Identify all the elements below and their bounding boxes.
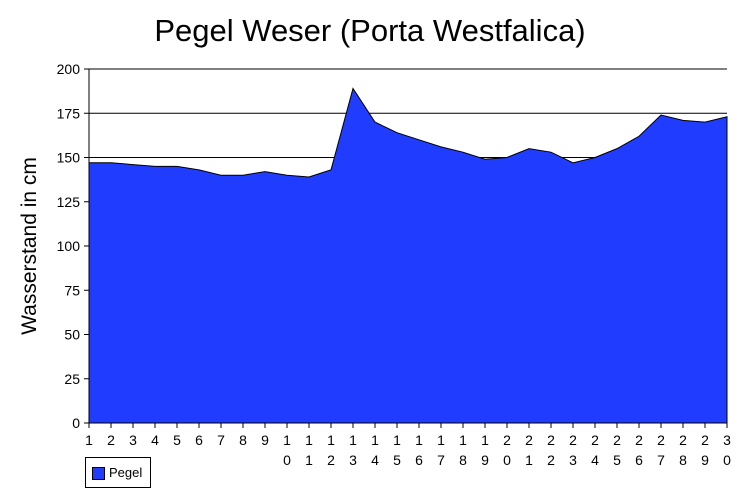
x-tick-label-3: 3 xyxy=(129,432,137,448)
y-tick-label-50: 50 xyxy=(64,327,80,343)
area-series-pegel xyxy=(88,87,728,424)
x-tick-label-7: 7 xyxy=(217,432,225,448)
x-tick-label-8: 8 xyxy=(239,432,247,448)
x-tick-label-5: 5 xyxy=(173,432,181,448)
y-tick-label-200: 200 xyxy=(57,61,81,77)
y-tick-label-75: 75 xyxy=(64,282,80,298)
legend: Pegel xyxy=(85,457,151,488)
y-tick-label-175: 175 xyxy=(57,105,81,121)
x-tick-label-1: 1 xyxy=(85,432,93,448)
x-tick-label-4: 4 xyxy=(151,432,159,448)
x-tick-label-6: 6 xyxy=(195,432,203,448)
legend-label-pegel: Pegel xyxy=(109,465,143,480)
y-tick-label-150: 150 xyxy=(57,150,81,166)
y-tick-label-0: 0 xyxy=(72,415,80,431)
y-axis-label: Wasserstand in cm xyxy=(18,157,41,335)
chart-title: Pegel Weser (Porta Westfalica) xyxy=(154,13,585,48)
legend-swatch-pegel xyxy=(92,467,105,480)
x-tick-label-2: 2 xyxy=(107,432,115,448)
y-tick-label-100: 100 xyxy=(57,238,81,254)
y-tick-label-125: 125 xyxy=(57,194,81,210)
x-tick-label-9: 9 xyxy=(261,432,269,448)
y-tick-label-25: 25 xyxy=(64,371,80,387)
